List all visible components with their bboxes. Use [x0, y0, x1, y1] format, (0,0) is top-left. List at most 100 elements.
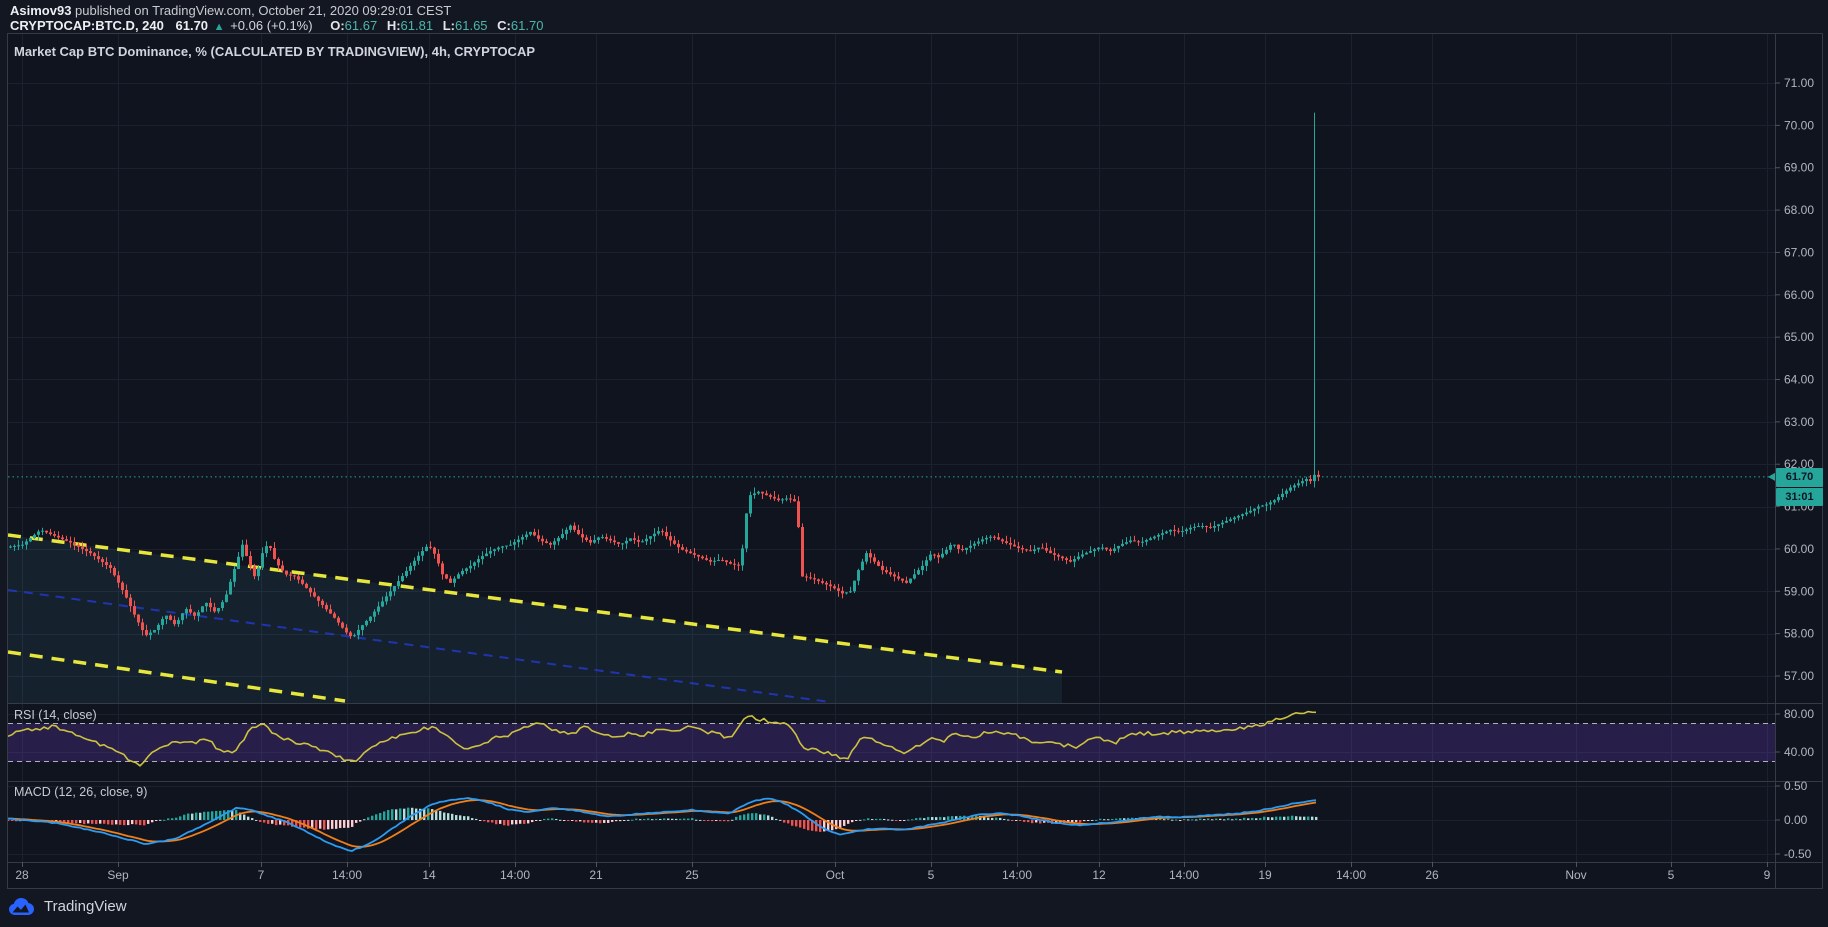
candle-body	[1085, 552, 1088, 555]
candle-body	[1065, 558, 1068, 560]
candle-body	[129, 597, 132, 607]
price-axis-label: 57.00	[1784, 669, 1814, 683]
time-axis[interactable]: 28 Sep 7 14:00 14 14:00 21 25 Oct 5 14:00 12 14:00 19…	[15, 862, 1771, 882]
time-axis-label: Sep	[107, 868, 129, 882]
candle-body	[1161, 533, 1164, 535]
candle-body	[445, 574, 448, 579]
time-axis-label: 9	[1764, 868, 1771, 882]
candle-body	[1109, 549, 1112, 552]
time-axis-label: Oct	[826, 868, 845, 882]
candle-body	[717, 559, 720, 561]
candle-body	[745, 513, 748, 549]
candle-body	[641, 541, 644, 543]
lower-yellow-trendline[interactable]	[8, 650, 346, 703]
price-pane[interactable]	[8, 112, 1320, 703]
candle-body	[517, 539, 520, 543]
candle-body	[365, 620, 368, 626]
candle-body	[901, 578, 904, 581]
candle-body	[789, 498, 792, 500]
macd-indicator-label[interactable]: MACD (12, 26, close, 9)	[14, 785, 148, 799]
time-axis-label: 14:00	[500, 868, 530, 882]
candle-body	[913, 574, 916, 579]
candle-body	[313, 592, 316, 597]
candle-body	[973, 543, 976, 546]
candle-body	[1205, 526, 1208, 528]
tradingview-footer[interactable]: TradingView	[8, 894, 127, 918]
candle-body	[1221, 522, 1224, 525]
candle-body	[541, 538, 544, 542]
candle-body	[361, 625, 364, 630]
candle-body	[501, 546, 504, 548]
candle-body	[1157, 534, 1160, 537]
macd-axis-label: 0.00	[1784, 813, 1808, 827]
candle-body	[85, 548, 88, 552]
candle-body	[705, 558, 708, 560]
candle-body	[1077, 556, 1080, 560]
rsi-indicator-label[interactable]: RSI (14, close)	[14, 708, 97, 722]
candle-body	[573, 525, 576, 530]
blue-dashed-trendline[interactable]	[8, 589, 831, 703]
candle-body	[41, 530, 44, 532]
candle-body	[829, 584, 832, 587]
candle-body	[481, 556, 484, 560]
candle-body	[349, 632, 352, 637]
candle-body	[961, 548, 964, 550]
candle-body	[529, 531, 532, 535]
candle-body	[1249, 510, 1252, 513]
candle-body	[1053, 553, 1056, 555]
candle-body	[1165, 531, 1168, 534]
candle-body	[169, 615, 172, 620]
time-axis-label: 7	[258, 868, 265, 882]
candle-body	[1177, 530, 1180, 532]
candle-body	[1229, 519, 1232, 521]
candle-body	[741, 548, 744, 566]
candle-body	[285, 570, 288, 575]
candle-body	[985, 537, 988, 540]
candle-body	[301, 579, 304, 584]
candle-body	[661, 531, 664, 533]
macd-line	[8, 797, 1317, 852]
candle-body	[49, 532, 52, 535]
candle-body	[425, 546, 428, 552]
candle-body	[1189, 527, 1192, 530]
candle-body	[885, 570, 888, 573]
price-axis-label: 64.00	[1784, 372, 1814, 386]
rsi-axis-label: 80.00	[1784, 707, 1814, 721]
candle-body	[453, 578, 456, 583]
candle-body	[1005, 541, 1008, 543]
candle-body	[1125, 542, 1128, 544]
candle-body	[681, 547, 684, 550]
candle-body	[297, 576, 300, 580]
open-value: 61.67	[344, 18, 378, 33]
candle-body	[441, 563, 444, 575]
candle-body	[277, 558, 280, 566]
candle-body	[1269, 502, 1272, 505]
candle-body	[257, 567, 260, 577]
candle-body	[853, 580, 856, 592]
upper-yellow-trendline[interactable]	[8, 533, 1063, 674]
candle-body	[233, 569, 236, 582]
candle-body	[1265, 504, 1268, 506]
rsi-pane[interactable]	[8, 710, 1775, 767]
candle-body	[509, 544, 512, 546]
candle-body	[881, 565, 884, 571]
candle-body	[637, 540, 640, 542]
candle-body	[797, 501, 800, 528]
candle-body	[949, 544, 952, 550]
candle-body	[221, 602, 224, 609]
candle-body	[965, 547, 968, 550]
candle-body	[773, 496, 776, 499]
candle-body	[893, 574, 896, 577]
candle-body	[617, 542, 620, 544]
candle-body	[369, 616, 372, 621]
candle-body	[761, 491, 764, 494]
candle-body	[833, 586, 836, 589]
candle-body	[1209, 526, 1212, 528]
macd-pane[interactable]	[7, 797, 1318, 852]
candle-body	[1105, 547, 1108, 550]
candle-body	[293, 575, 296, 577]
author-name: Asimov93	[10, 3, 72, 18]
candle-body	[317, 596, 320, 601]
channel-fill	[8, 535, 1062, 703]
